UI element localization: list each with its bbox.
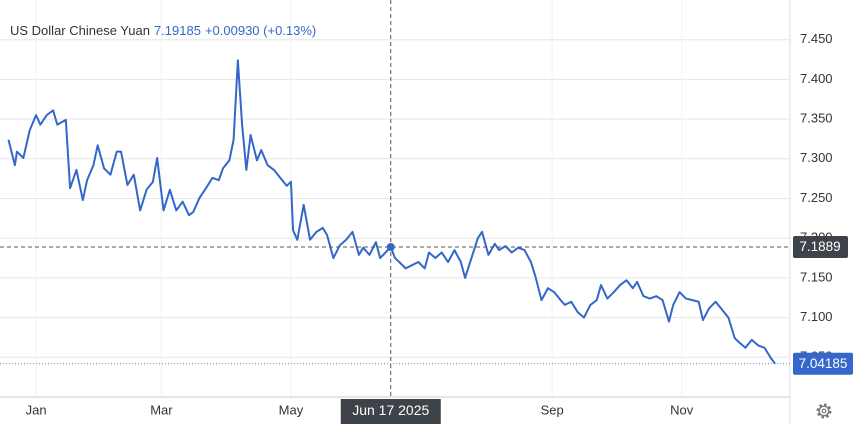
background-layer: 7.0507.1007.1507.2007.2507.3007.3507.400… — [0, 0, 833, 424]
x-tick-label: Mar — [150, 402, 173, 417]
y-tick-label: 7.350 — [800, 111, 833, 126]
y-tick-label: 7.300 — [800, 150, 833, 165]
crosshair-x-label: Jun 17 2025 — [352, 402, 429, 418]
crosshair-point — [386, 243, 395, 252]
crosshair-y-box — [793, 236, 848, 259]
price-change: +0.00930 (+0.13%) — [204, 23, 317, 38]
instrument-name: US Dollar Chinese Yuan — [10, 23, 150, 38]
last-value-box — [793, 352, 853, 375]
crosshair-x-box — [340, 399, 441, 424]
y-tick-label: 7.400 — [800, 71, 833, 86]
header: US Dollar Chinese Yuan 7.19185 +0.00930 (+… — [10, 23, 316, 38]
x-tick-label: May — [279, 402, 304, 417]
last-value-label: 7.04185 — [799, 356, 848, 371]
x-tick-label: Jan — [26, 402, 47, 417]
gear-teeth — [816, 403, 832, 419]
y-tick-label: 7.450 — [800, 31, 833, 46]
price: 7.19185 — [153, 23, 201, 38]
y-tick-label: 7.100 — [800, 309, 833, 324]
y-tick-label: 7.250 — [800, 190, 833, 205]
y-tick-label: 7.150 — [800, 269, 833, 284]
x-tick-label: Sep — [541, 402, 564, 417]
x-tick-label: Nov — [670, 402, 694, 417]
gear-body — [818, 405, 830, 417]
crosshair-y-label: 7.1889 — [799, 239, 840, 254]
gear-hole — [821, 408, 827, 414]
price-line — [7, 59, 776, 365]
settings-icon[interactable] — [816, 403, 832, 419]
